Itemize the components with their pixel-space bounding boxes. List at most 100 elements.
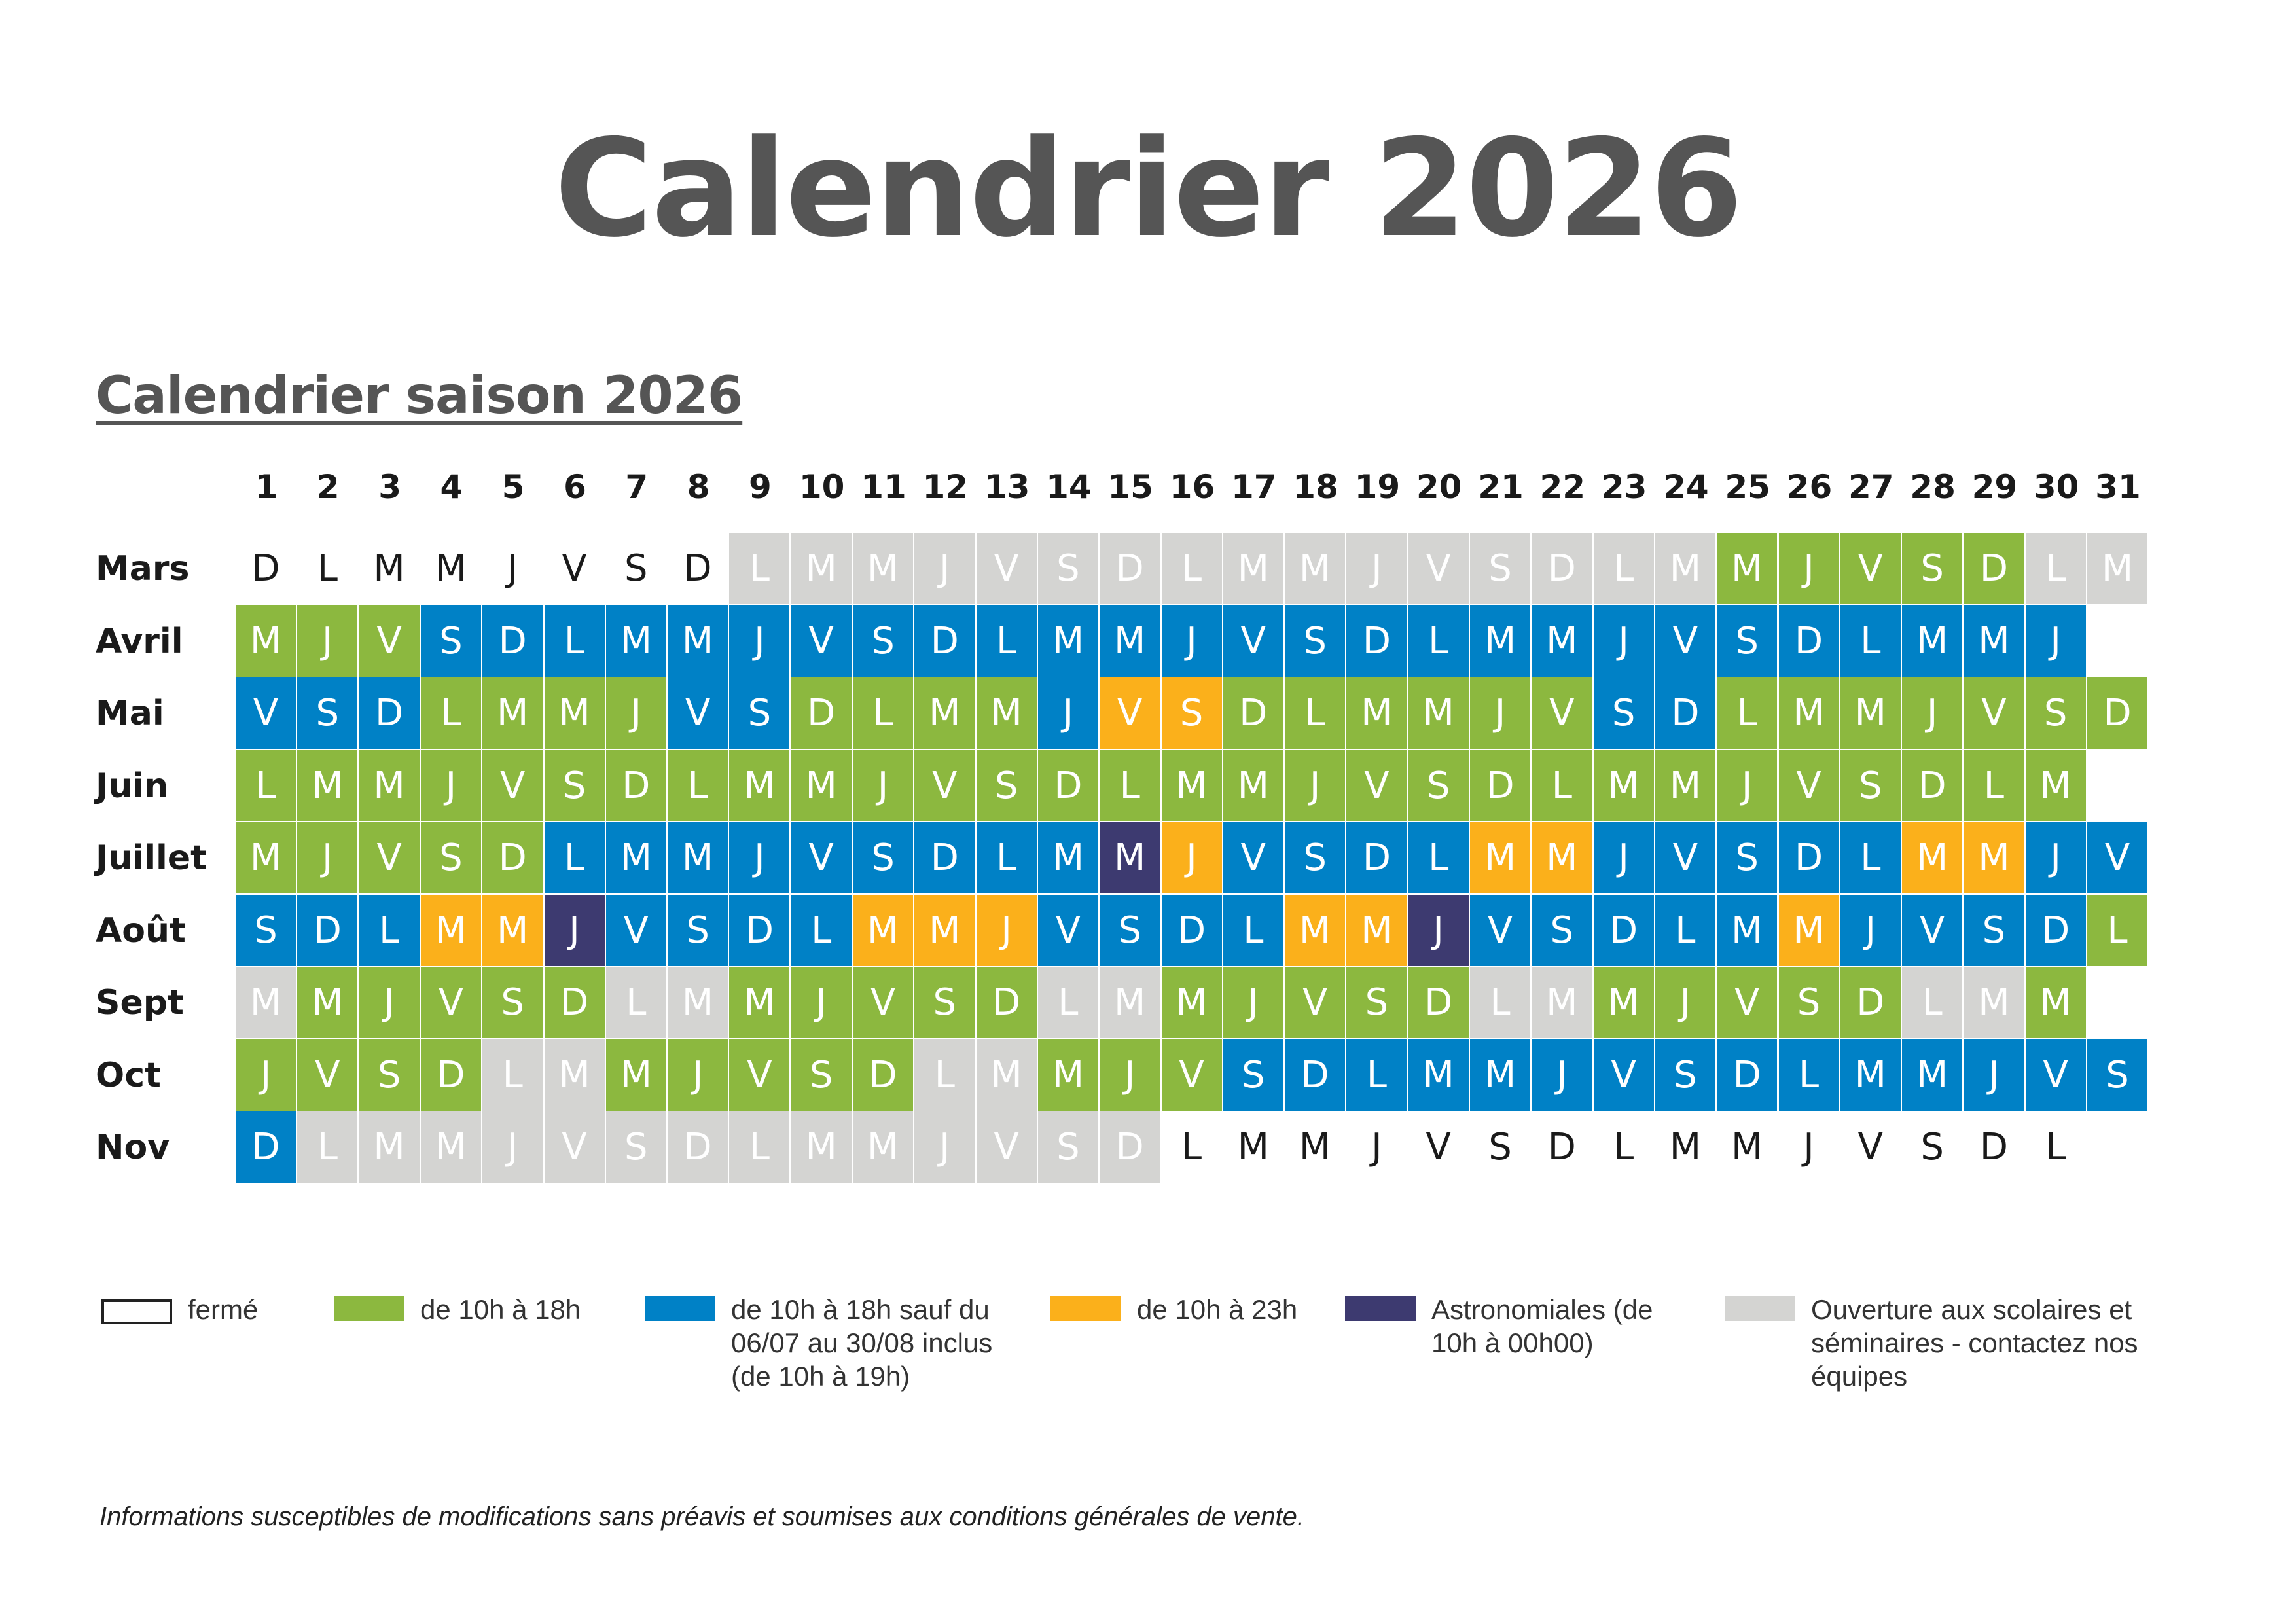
day-cell: M xyxy=(853,894,913,966)
day-cell: M xyxy=(1655,1111,1715,1183)
day-cell: V xyxy=(2025,1039,2086,1111)
day-number-header: 4 xyxy=(440,468,463,506)
day-cell: M xyxy=(791,1111,852,1183)
legend-label: Ouverture aux scolaires et séminaires - … xyxy=(1811,1294,2138,1392)
footnote: Informations susceptibles de modificatio… xyxy=(99,1502,1304,1531)
day-cell: D xyxy=(1100,533,1160,604)
day-cell: J xyxy=(1840,894,1901,966)
day-cell: L xyxy=(1532,749,1592,821)
day-cell: L xyxy=(1161,533,1222,604)
day-cell: D xyxy=(236,1111,296,1183)
day-cell: M xyxy=(297,749,358,821)
day-cell: D xyxy=(1470,749,1530,821)
day-cell: J xyxy=(853,749,913,821)
day-cell: D xyxy=(729,894,790,966)
day-cell: J xyxy=(914,533,975,604)
day-cell: M xyxy=(1902,822,1963,893)
day-cell: S xyxy=(420,605,481,677)
day-cell: J xyxy=(605,677,666,749)
day-cell: L xyxy=(297,1111,358,1183)
day-cell: D xyxy=(1161,894,1222,966)
day-number-header: 19 xyxy=(1354,468,1401,506)
day-cell: J xyxy=(236,1039,296,1111)
day-cell: M xyxy=(1037,605,1098,677)
day-cell: S xyxy=(297,677,358,749)
day-cell: M xyxy=(2025,967,2086,1038)
day-cell: S xyxy=(914,967,975,1038)
day-cell: J xyxy=(1470,677,1530,749)
day-cell: V xyxy=(1037,894,1098,966)
day-cell: M xyxy=(297,967,358,1038)
day-cell: M xyxy=(1778,677,1839,749)
day-cell: S xyxy=(668,894,728,966)
day-cell: M xyxy=(729,749,790,821)
day-cell: S xyxy=(1161,677,1222,749)
legend-label: de 10h à 23h xyxy=(1137,1294,1298,1325)
day-cell: L xyxy=(1902,967,1963,1038)
legend-item: de 10h à 18h xyxy=(334,1293,583,1326)
day-cell: S xyxy=(482,967,543,1038)
day-cell: D xyxy=(1532,1111,1592,1183)
day-cell: M xyxy=(1655,533,1715,604)
day-cell: J xyxy=(976,894,1037,966)
day-cell: L xyxy=(1964,749,2024,821)
day-cell: M xyxy=(791,749,852,821)
day-cell: V xyxy=(236,677,296,749)
day-cell: M xyxy=(1593,749,1654,821)
day-number-header: 13 xyxy=(984,468,1030,506)
day-cell: D xyxy=(1964,1111,2024,1183)
page-title: Calendrier 2026 xyxy=(554,111,1743,267)
day-cell: D xyxy=(1964,533,2024,604)
day-cell: L xyxy=(1470,967,1530,1038)
day-cell: V xyxy=(1840,533,1901,604)
day-number-header: 5 xyxy=(501,468,525,506)
month-label: Mai xyxy=(96,694,164,733)
day-cell: J xyxy=(359,967,420,1038)
day-cell: D xyxy=(1285,1039,1346,1111)
day-cell: J xyxy=(1037,677,1098,749)
day-cell: L xyxy=(1840,822,1901,893)
month-label: Août xyxy=(96,911,186,950)
day-cell: M xyxy=(914,894,975,966)
day-cell: V xyxy=(544,533,605,604)
day-cell: L xyxy=(1408,822,1469,893)
day-number-header: 1 xyxy=(255,468,278,506)
day-number-header: 29 xyxy=(1971,468,2018,506)
day-number-header: 22 xyxy=(1539,468,1586,506)
day-number-header: 3 xyxy=(378,468,401,506)
day-cell: D xyxy=(2025,894,2086,966)
day-cell: L xyxy=(1593,1111,1654,1183)
day-number-header: 15 xyxy=(1107,468,1153,506)
day-cell: S xyxy=(1285,822,1346,893)
day-cell: L xyxy=(297,533,358,604)
day-number-header: 21 xyxy=(1478,468,1524,506)
day-cell: J xyxy=(2025,605,2086,677)
legend-item: Ouverture aux scolaires et séminaires - … xyxy=(1725,1293,2144,1393)
day-cell: L xyxy=(1223,894,1283,966)
day-cell: V xyxy=(1223,605,1283,677)
day-cell: J xyxy=(1902,677,1963,749)
day-cell: D xyxy=(1717,1039,1778,1111)
day-cell: M xyxy=(1161,749,1222,821)
day-cell: M xyxy=(420,894,481,966)
day-cell: J xyxy=(482,533,543,604)
day-cell: V xyxy=(914,749,975,821)
day-cell: M xyxy=(544,677,605,749)
day-cell: J xyxy=(1285,749,1346,821)
day-cell: M xyxy=(482,894,543,966)
day-cell: L xyxy=(729,1111,790,1183)
legend-swatch xyxy=(1725,1296,1795,1321)
day-cell: L xyxy=(1778,1039,1839,1111)
day-cell: V xyxy=(1470,894,1530,966)
day-cell: L xyxy=(359,894,420,966)
day-cell: M xyxy=(1408,677,1469,749)
day-cell: L xyxy=(2025,533,2086,604)
day-cell: L xyxy=(976,605,1037,677)
day-cell: S xyxy=(544,749,605,821)
day-cell: D xyxy=(1223,677,1283,749)
day-cell: M xyxy=(668,605,728,677)
legend-label: fermé xyxy=(188,1294,259,1325)
day-cell: V xyxy=(482,749,543,821)
day-cell: L xyxy=(605,967,666,1038)
day-number-header: 10 xyxy=(798,468,845,506)
